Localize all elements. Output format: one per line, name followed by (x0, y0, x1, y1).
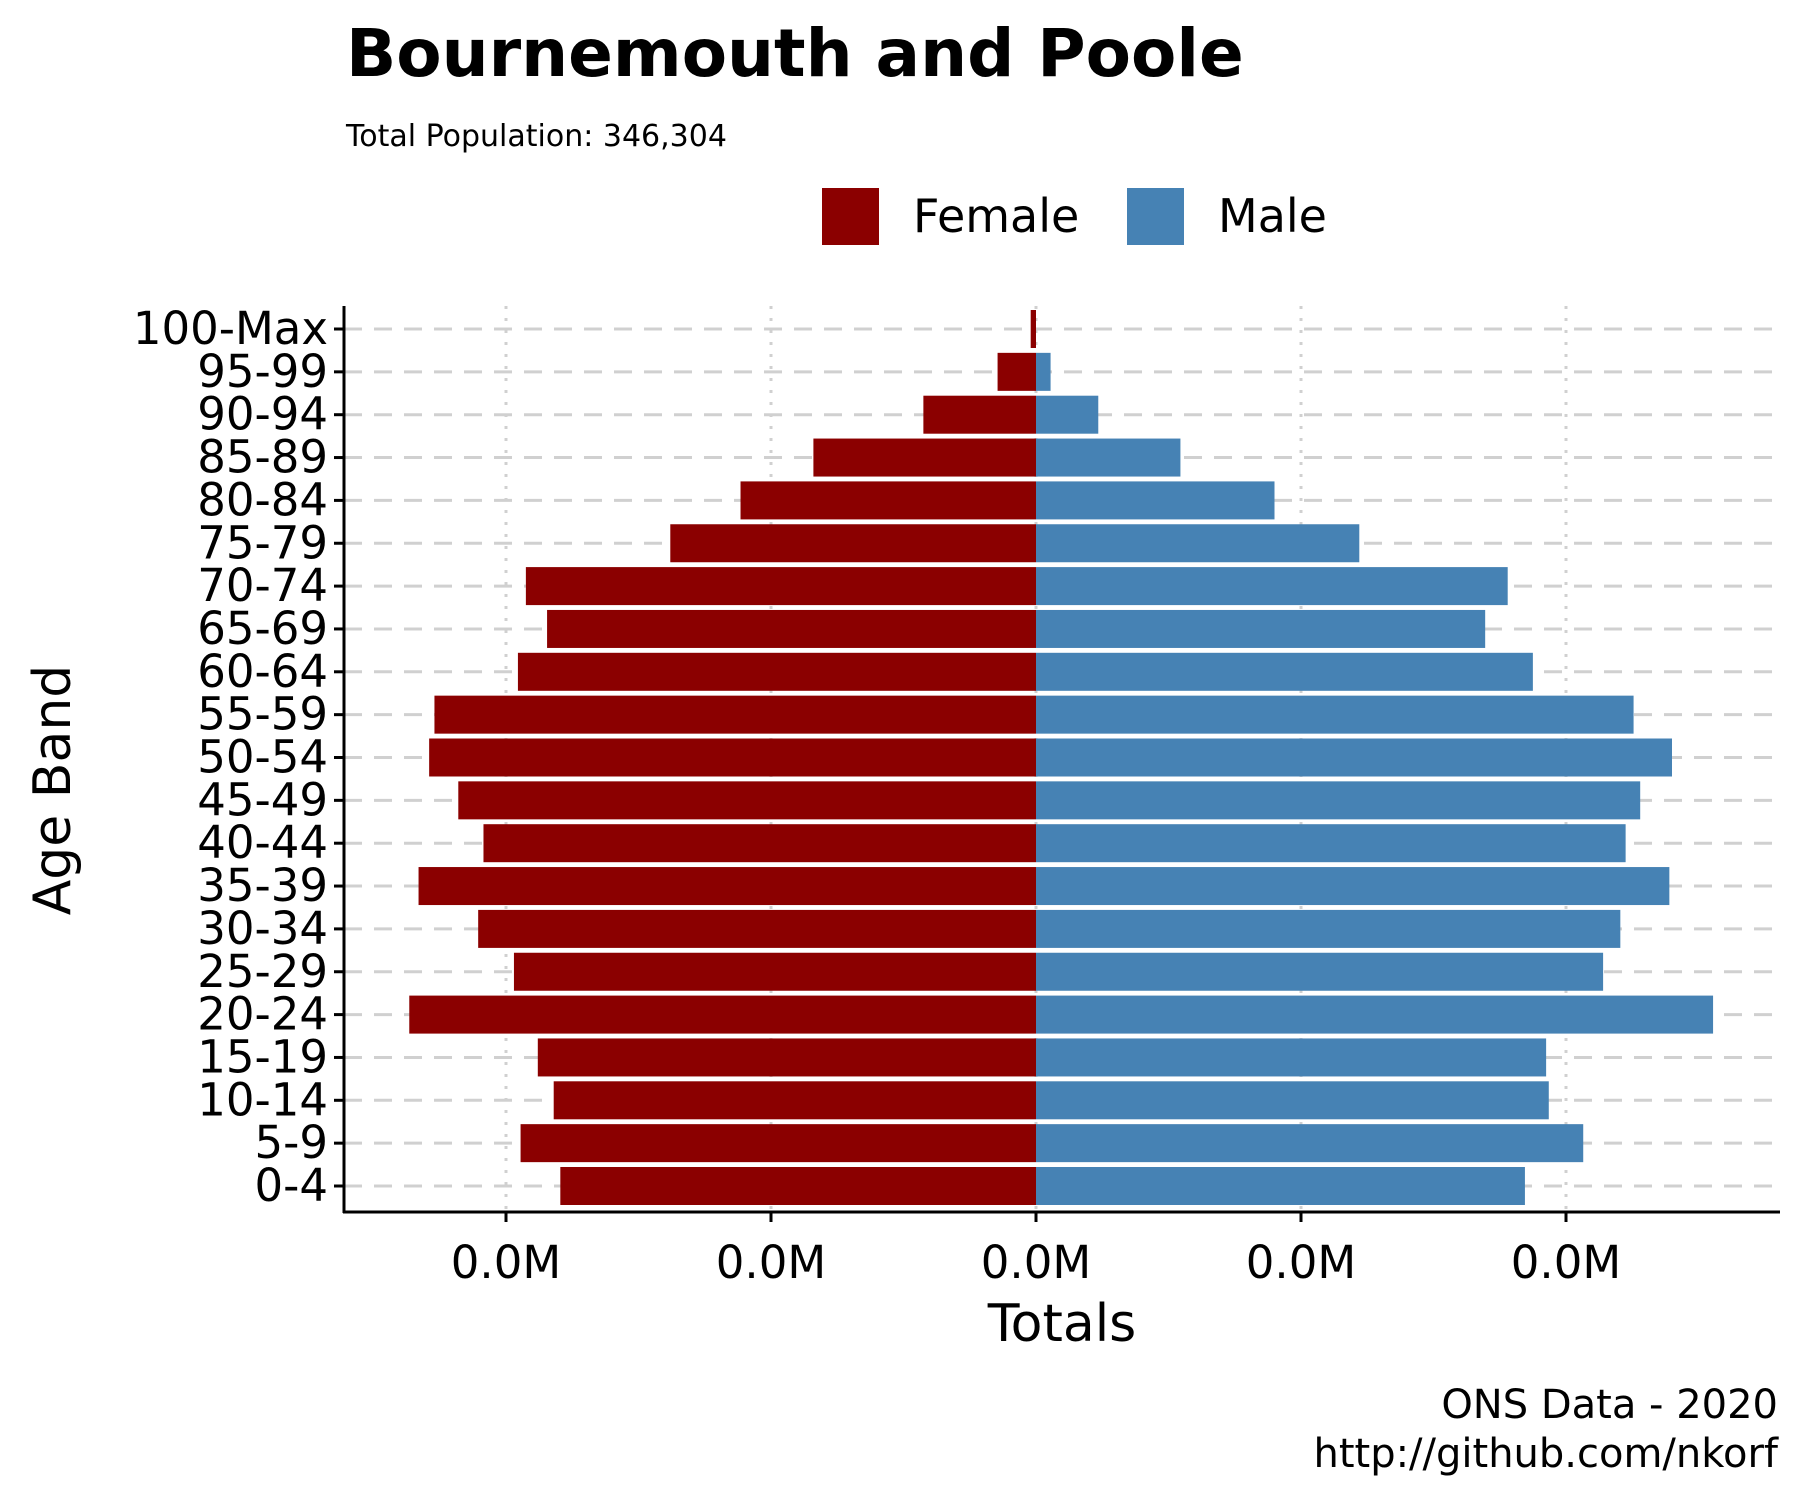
bar-female-0-4 (560, 1167, 1036, 1205)
y-tick-labels: 0-45-910-1415-1920-2425-2930-3435-3940-4… (133, 302, 328, 1212)
axes (334, 306, 1780, 1222)
bar-male-90-94 (1036, 395, 1099, 434)
bar-female-100-max (1030, 310, 1036, 348)
bar-female-35-39 (418, 867, 1036, 906)
bar-female-30-34 (478, 909, 1036, 948)
bar-female-60-64 (517, 652, 1036, 691)
y-tick-label: 85-89 (197, 431, 328, 484)
bar-female-90-94 (923, 395, 1036, 434)
bar-male-70-74 (1036, 567, 1508, 606)
bar-male-0-4 (1036, 1167, 1525, 1205)
bar-male-95-99 (1036, 352, 1051, 391)
bar-male-20-24 (1036, 995, 1714, 1034)
y-tick-label: 65-69 (197, 602, 328, 655)
y-tick-label: 95-99 (197, 345, 328, 398)
bar-male-85-89 (1036, 438, 1181, 477)
bar-male-35-39 (1036, 867, 1670, 906)
y-tick-label: 100-Max (133, 302, 328, 355)
bar-female-25-29 (513, 952, 1036, 991)
x-tick-label: 0.0M (716, 1236, 826, 1289)
y-tick-label: 5-9 (255, 1116, 329, 1169)
bar-male-50-54 (1036, 738, 1672, 777)
bar-male-30-34 (1036, 909, 1621, 948)
bar-female-80-84 (740, 481, 1036, 520)
x-tick-label: 0.0M (1511, 1236, 1621, 1289)
y-axis-title: Age Band (23, 665, 83, 916)
y-tick-label: 70-74 (197, 559, 328, 612)
bar-male-65-69 (1036, 609, 1486, 648)
y-tick-label: 90-94 (197, 388, 328, 441)
bars (409, 310, 1714, 1205)
y-tick-label: 60-64 (197, 645, 328, 698)
x-tick-label: 0.0M (451, 1236, 561, 1289)
bar-male-10-14 (1036, 1081, 1549, 1120)
y-tick-label: 20-24 (197, 988, 328, 1041)
y-tick-label: 25-29 (197, 945, 328, 998)
legend-swatch-female (822, 188, 879, 245)
caption-source: ONS Data - 2020 (1441, 1382, 1778, 1428)
y-tick-label: 10-14 (197, 1073, 328, 1126)
legend: Female Male (822, 188, 1327, 245)
y-tick-label: 80-84 (197, 473, 328, 526)
bar-female-50-54 (429, 738, 1036, 777)
y-tick-label: 50-54 (197, 731, 328, 784)
x-tick-label: 0.0M (981, 1236, 1091, 1289)
legend-label-female: Female (913, 189, 1079, 243)
chart-title: Bournemouth and Poole (346, 15, 1244, 92)
y-tick-label: 30-34 (197, 902, 328, 955)
x-tick-labels: 0.0M 0.0M 0.0M 0.0M 0.0M (451, 1236, 1621, 1289)
x-tick-label: 0.0M (1246, 1236, 1356, 1289)
y-tick-label: 75-79 (197, 516, 328, 569)
x-axis-title: Totals (987, 1294, 1137, 1354)
bar-female-10-14 (553, 1081, 1036, 1120)
bar-male-25-29 (1036, 952, 1604, 991)
bar-male-40-44 (1036, 824, 1626, 863)
bar-male-75-79 (1036, 524, 1360, 563)
y-tick-label: 15-19 (197, 1030, 328, 1083)
y-tick-label: 35-39 (197, 859, 328, 912)
bar-female-45-49 (458, 781, 1036, 820)
bar-male-45-49 (1036, 781, 1641, 820)
bar-female-55-59 (434, 695, 1036, 734)
bar-female-70-74 (525, 567, 1036, 606)
bar-female-40-44 (483, 824, 1037, 863)
y-tick-label: 40-44 (197, 816, 328, 869)
bar-male-80-84 (1036, 481, 1275, 520)
bar-female-75-79 (670, 524, 1036, 563)
bar-female-20-24 (409, 995, 1036, 1034)
bar-female-95-99 (997, 352, 1036, 391)
chart-subtitle: Total Population: 346,304 (345, 119, 727, 154)
legend-swatch-male (1127, 188, 1184, 245)
y-tick-label: 45-49 (197, 773, 328, 826)
y-tick-label: 55-59 (197, 688, 328, 741)
bar-male-60-64 (1036, 652, 1533, 691)
caption-url: http://github.com/nkorf (1313, 1431, 1778, 1477)
bar-female-5-9 (520, 1124, 1036, 1163)
bar-female-15-19 (537, 1038, 1036, 1077)
y-tick-label: 0-4 (255, 1159, 329, 1212)
bar-male-5-9 (1036, 1124, 1584, 1163)
bar-male-15-19 (1036, 1038, 1547, 1077)
bar-female-65-69 (547, 609, 1036, 648)
bar-female-85-89 (813, 438, 1036, 477)
legend-label-male: Male (1218, 189, 1327, 243)
bar-male-55-59 (1036, 695, 1634, 734)
